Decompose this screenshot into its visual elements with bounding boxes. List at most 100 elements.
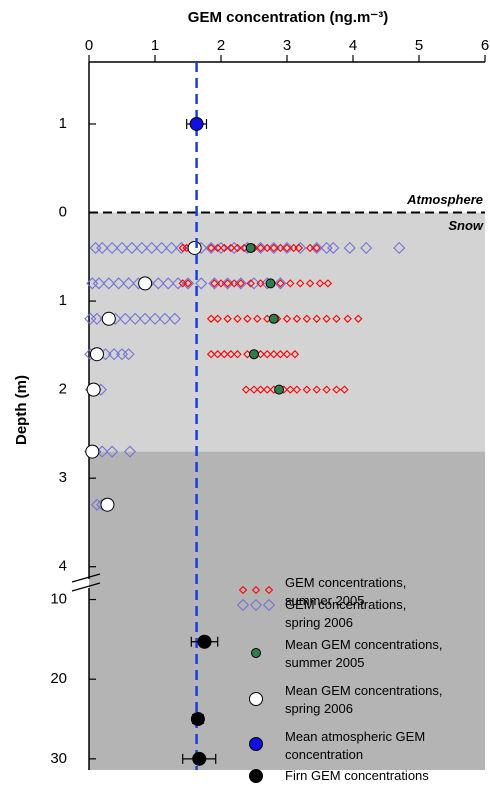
diamond-marker	[302, 385, 311, 394]
diamond-marker	[216, 279, 226, 288]
surface-label: Atmosphere	[406, 192, 483, 207]
x-tick-label: 1	[151, 37, 159, 54]
diamond-marker	[256, 243, 265, 253]
x-tick-label: 6	[481, 37, 489, 54]
diamond-marker	[305, 243, 315, 253]
diamond-marker	[208, 277, 221, 290]
diamond-marker	[263, 385, 272, 394]
circle-marker	[274, 384, 285, 395]
diamond-marker	[226, 350, 236, 359]
diamond-marker	[267, 241, 280, 255]
y-tick-label: 0	[59, 203, 67, 220]
legend-marker	[249, 692, 263, 706]
legend-label: GEM concentrations, spring 2006	[285, 597, 407, 630]
diamond-marker	[155, 241, 168, 255]
diamond-marker	[214, 241, 228, 255]
x-tick-label: 3	[283, 37, 291, 54]
axis-break	[71, 582, 101, 592]
diamond-marker	[290, 350, 300, 359]
diamond-marker	[213, 243, 222, 253]
circle-marker	[187, 240, 202, 255]
circle-marker	[265, 278, 276, 289]
y-tick-label: 20	[50, 670, 67, 687]
diamond-marker	[112, 277, 125, 290]
legend-marker	[249, 737, 263, 751]
diamond-marker	[276, 243, 285, 253]
diamond-marker	[125, 241, 138, 255]
legend-label: Mean atmospheric GEM concentration	[285, 729, 426, 762]
legend-marker	[236, 598, 250, 612]
diamond-marker	[292, 385, 302, 394]
diamond-marker	[343, 314, 352, 323]
diamond-marker	[158, 312, 171, 325]
diamond-marker	[302, 314, 311, 323]
diamond-marker	[246, 279, 255, 288]
x-tick-label: 2	[217, 37, 225, 54]
y-tick-label: 3	[59, 469, 67, 486]
diamond-marker	[145, 241, 158, 255]
diamond-marker	[276, 350, 285, 359]
diamond-marker	[286, 279, 295, 288]
diamond-marker	[206, 243, 216, 253]
diamond-marker	[282, 243, 292, 253]
diamond-marker	[206, 314, 216, 323]
y-tick-label: 1	[59, 292, 67, 309]
legend-marker	[262, 598, 276, 612]
diamond-marker	[96, 241, 109, 255]
y-tick-label: 10	[50, 591, 67, 608]
chart-title: GEM concentration (ng.m⁻³)	[188, 9, 388, 26]
x-tick-label: 0	[85, 37, 93, 54]
diamond-marker	[234, 277, 247, 290]
diamond-marker	[322, 385, 331, 394]
circle-marker	[268, 313, 279, 324]
diamond-marker	[220, 350, 229, 359]
legend-marker	[238, 585, 248, 595]
diamond-marker	[269, 350, 278, 359]
diamond-marker	[243, 314, 252, 323]
diamond-marker	[296, 279, 305, 288]
circle-marker	[189, 116, 204, 131]
legend-label: GEM concentrations, summer 2005	[285, 575, 407, 608]
diamond-marker	[102, 277, 115, 290]
legend-label: Firn GEM concentrations	[285, 768, 429, 783]
circle-marker	[245, 242, 256, 253]
diamond-marker	[226, 243, 236, 253]
diamond-marker	[327, 241, 340, 255]
diamond-marker	[108, 348, 121, 361]
diamond-marker	[123, 445, 136, 458]
circle-marker	[101, 311, 116, 326]
diamond-marker	[282, 314, 292, 323]
diamond-marker	[276, 279, 285, 288]
x-tick-label: 5	[415, 37, 423, 54]
diamond-marker	[195, 277, 208, 290]
diamond-marker	[90, 312, 103, 325]
diamond-marker	[249, 385, 259, 394]
diamond-marker	[312, 385, 321, 394]
diamond-marker	[122, 348, 135, 361]
diamond-marker	[233, 243, 242, 253]
y-axis-label: Depth (m)	[13, 375, 30, 445]
diamond-marker	[274, 277, 287, 290]
diamond-marker	[256, 385, 265, 394]
circle-marker	[138, 276, 153, 291]
diamond-marker	[312, 243, 321, 253]
legend-label: Mean GEM concentrations, summer 2005	[285, 637, 443, 670]
circle-marker	[86, 382, 101, 397]
diamond-marker	[230, 279, 239, 288]
diamond-marker	[294, 243, 304, 253]
snow-label: Snow	[448, 218, 484, 233]
diamond-marker	[241, 385, 251, 394]
y-tick-label: 4	[59, 558, 67, 575]
diamond-marker	[106, 445, 119, 458]
axis-break	[71, 573, 101, 583]
diamond-marker	[220, 243, 229, 253]
diamond-marker	[282, 350, 292, 359]
circle-marker	[190, 712, 205, 727]
legend-marker	[249, 598, 263, 612]
diamond-marker	[122, 277, 135, 290]
diamond-marker	[119, 312, 132, 325]
diamond-marker	[292, 314, 302, 323]
diamond-marker	[210, 279, 219, 288]
